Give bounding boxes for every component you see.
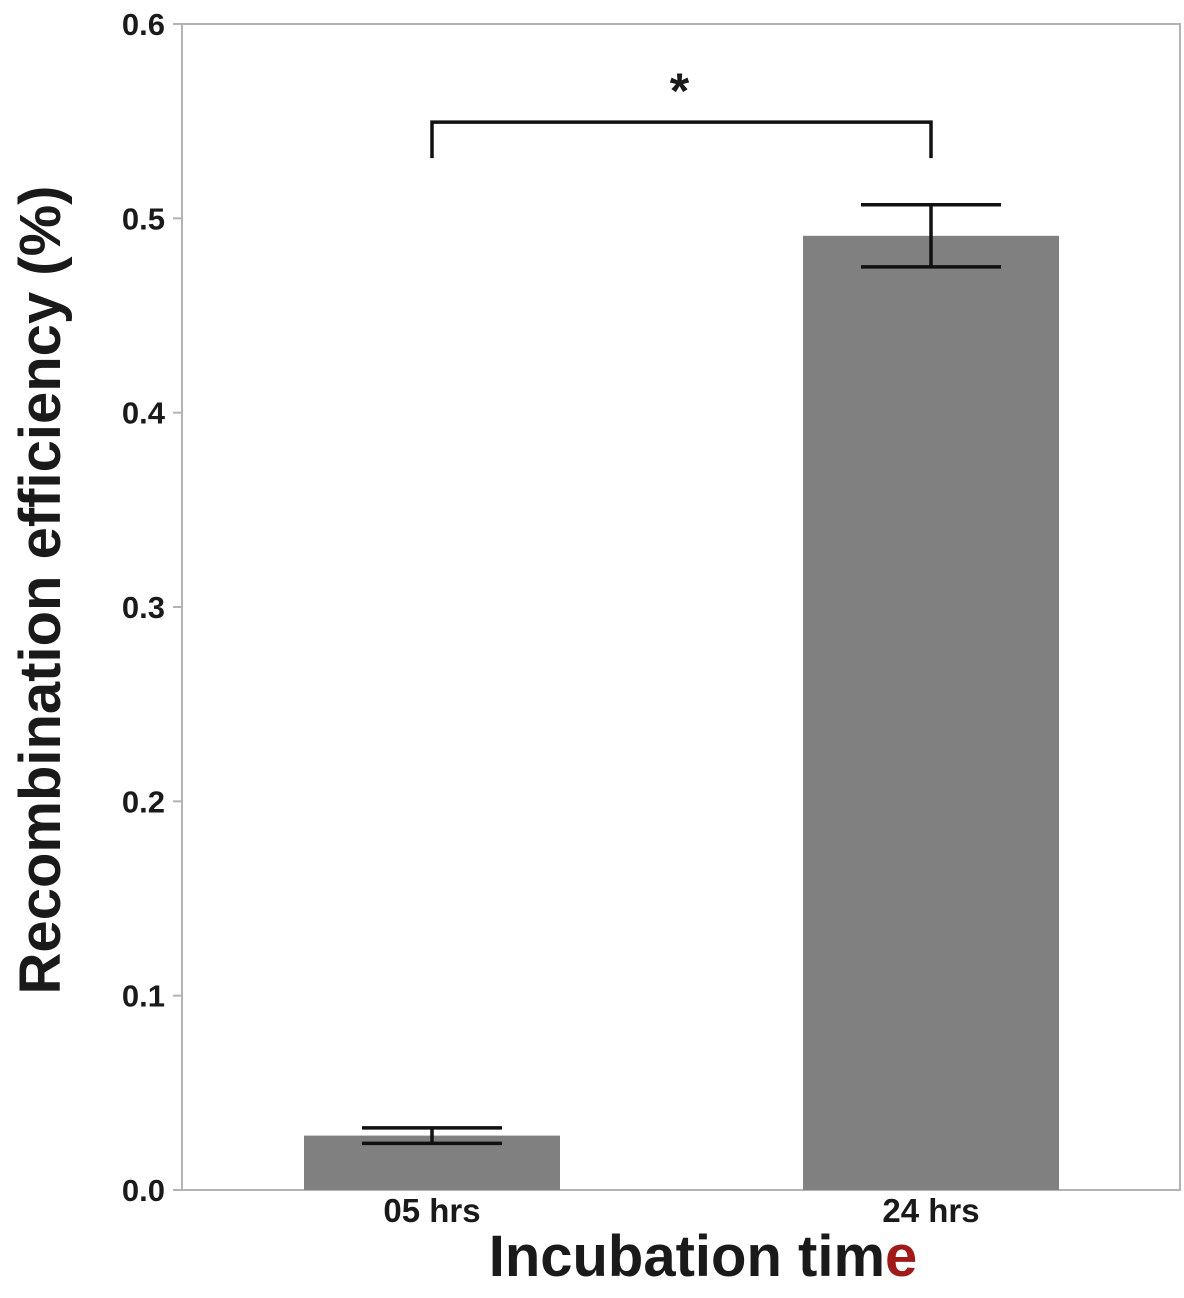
y-tick-label-2: 0.2 — [122, 784, 165, 819]
bar-1 — [803, 235, 1059, 1190]
x-axis-title-last-char: e — [885, 1224, 917, 1289]
error-bars — [362, 202, 1001, 1146]
significance-bracket: * — [430, 63, 933, 159]
y-axis: 0.0 0.1 0.2 0.3 0.4 0.5 0.6 — [122, 7, 1181, 1208]
x-axis-title: Incubation time — [489, 1224, 918, 1289]
x-axis: 05 hrs 24 hrs — [383, 1192, 979, 1229]
y-tick-label-1: 0.1 — [122, 979, 165, 1014]
bars — [304, 235, 1059, 1190]
y-tick-label-3: 0.3 — [122, 590, 165, 625]
x-tick-label-0: 05 hrs — [383, 1192, 480, 1229]
y-axis-title: Recombination efficiency (%) — [8, 186, 73, 995]
y-tick-label-6: 0.6 — [122, 7, 165, 42]
x-tick-label-1: 24 hrs — [882, 1192, 979, 1229]
significance-line — [430, 120, 933, 159]
y-tick-label-4: 0.4 — [122, 396, 166, 431]
x-axis-title-main: Incubation tim — [489, 1224, 885, 1289]
y-tick-label-0: 0.0 — [122, 1173, 165, 1208]
y-tick-label-5: 0.5 — [122, 201, 165, 236]
significance-label: * — [670, 63, 690, 119]
